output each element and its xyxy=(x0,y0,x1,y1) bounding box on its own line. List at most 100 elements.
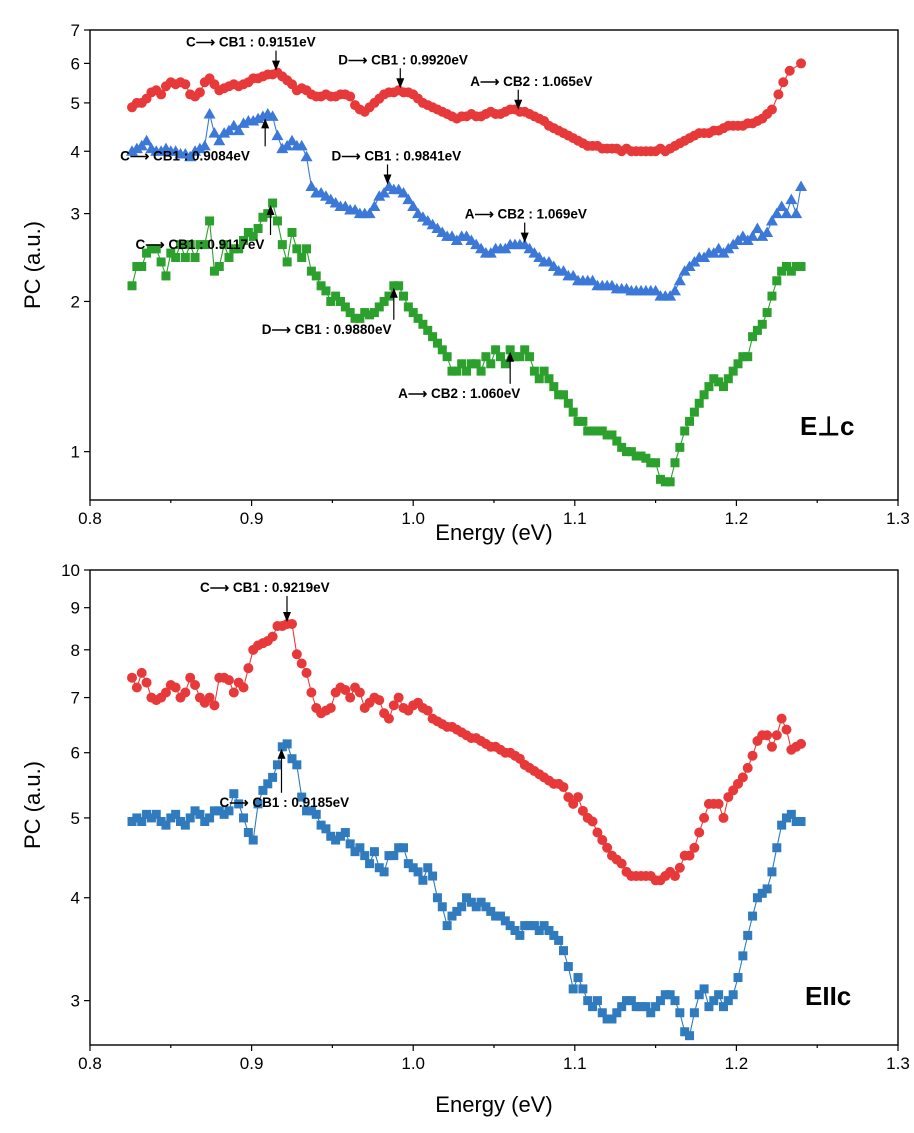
data-point xyxy=(306,266,316,276)
data-point xyxy=(345,692,356,703)
data-point xyxy=(295,139,308,151)
data-point xyxy=(340,684,351,695)
y-tick-label: 8 xyxy=(71,641,80,660)
data-point xyxy=(704,382,714,392)
data-point xyxy=(602,430,612,440)
annotation-label: D⟶ CB1 : 0.9880eV xyxy=(262,322,392,337)
data-point xyxy=(790,207,803,219)
data-point xyxy=(423,325,433,335)
data-point xyxy=(529,366,539,376)
y-tick-label: 10 xyxy=(61,561,80,580)
data-point xyxy=(723,374,733,384)
data-point xyxy=(684,850,695,861)
data-point xyxy=(209,700,220,711)
data-point xyxy=(534,374,544,384)
data-point xyxy=(694,827,705,838)
data-point xyxy=(229,244,239,254)
data-point xyxy=(699,390,709,400)
data-point xyxy=(248,835,258,845)
data-point xyxy=(781,724,792,735)
data-point xyxy=(208,127,221,138)
data-point xyxy=(316,281,326,291)
data-point xyxy=(300,150,313,162)
data-point xyxy=(185,672,196,683)
data-point xyxy=(180,79,191,90)
data-point xyxy=(602,842,613,853)
data-point xyxy=(354,687,365,698)
x-tick-label: 1.3 xyxy=(886,509,910,528)
data-point xyxy=(428,332,438,342)
data-point xyxy=(733,359,743,369)
data-point xyxy=(781,813,791,823)
data-point xyxy=(282,739,292,749)
data-point xyxy=(631,451,641,461)
data-point xyxy=(228,687,239,698)
data-point xyxy=(607,1014,617,1024)
data-point xyxy=(350,847,360,857)
data-point xyxy=(418,319,428,329)
annotation: C⟶ CB1 : 0.9219eV xyxy=(200,580,330,622)
data-point xyxy=(641,453,651,463)
data-point xyxy=(728,990,738,1000)
data-point xyxy=(195,809,205,819)
annotation-arrowhead xyxy=(272,60,281,71)
data-point xyxy=(321,286,331,296)
annotation-label: A⟶ CB2 : 1.065eV xyxy=(470,74,592,89)
annotation: C⟶ CB1 : 0.9151eV xyxy=(186,35,316,71)
data-point xyxy=(495,352,505,362)
data-point xyxy=(243,663,254,674)
x-axis-ticks-top: 0.8 0.9 1.0 1.1 1.2 1.3 xyxy=(78,500,910,528)
data-point xyxy=(190,806,200,816)
x-tick-label: 1.1 xyxy=(563,1054,587,1073)
data-point xyxy=(578,416,588,426)
data-point xyxy=(190,252,200,262)
data-point xyxy=(578,984,588,994)
data-point xyxy=(777,266,787,276)
data-point xyxy=(466,359,476,369)
data-point xyxy=(180,687,191,698)
data-point xyxy=(586,274,599,286)
data-point xyxy=(588,1002,598,1012)
data-point xyxy=(350,313,360,323)
data-point xyxy=(773,89,784,100)
y-tick-label: 6 xyxy=(71,54,80,73)
series-group-bottom xyxy=(127,618,807,1041)
data-point xyxy=(718,812,729,823)
data-point xyxy=(791,262,801,272)
data-point xyxy=(776,713,787,724)
data-point xyxy=(597,426,607,436)
data-point xyxy=(166,813,176,823)
data-point xyxy=(442,921,452,931)
x-tick-label: 1.3 xyxy=(886,1054,910,1073)
annotation-arrowhead xyxy=(282,611,291,622)
data-point xyxy=(680,1027,690,1037)
data-point xyxy=(355,843,365,853)
data-point xyxy=(132,813,142,823)
data-point xyxy=(743,930,753,940)
x-tick-label: 1.2 xyxy=(725,509,749,528)
data-point xyxy=(491,911,501,921)
data-point xyxy=(408,863,418,873)
annotation-arrowhead xyxy=(277,748,286,759)
data-point xyxy=(137,817,147,827)
data-point xyxy=(209,806,219,816)
data-point xyxy=(573,416,583,426)
data-point xyxy=(554,390,564,400)
data-point xyxy=(651,1002,661,1012)
annotation-arrowhead xyxy=(396,78,405,89)
data-point xyxy=(457,902,467,912)
plot-frame-top xyxy=(89,29,899,501)
panel-label-top: E⊥c xyxy=(800,411,854,441)
data-point xyxy=(311,809,321,819)
data-point xyxy=(365,859,375,869)
data-point xyxy=(306,806,316,816)
data-point xyxy=(297,792,307,802)
x-axis-title-bottom: Energy (eV) xyxy=(435,1092,552,1117)
annotation-label: C⟶ CB1 : 0.9084eV xyxy=(120,148,250,163)
data-point xyxy=(219,809,229,819)
data-point xyxy=(510,352,520,362)
data-point xyxy=(374,863,384,873)
data-point xyxy=(388,700,399,711)
data-point xyxy=(733,973,743,983)
